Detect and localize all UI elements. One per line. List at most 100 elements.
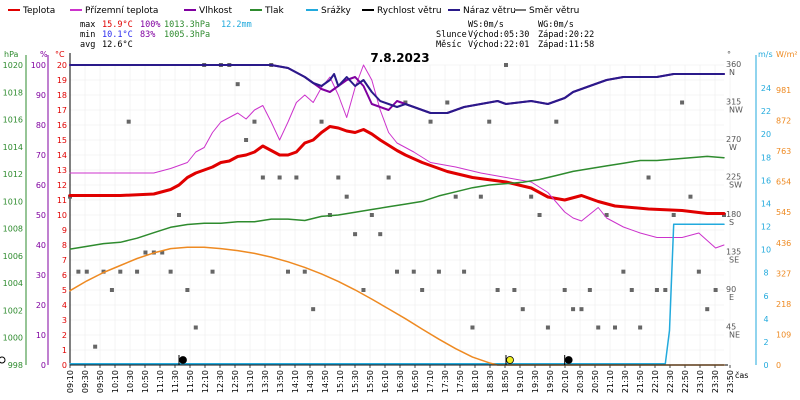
astro-info: WS:0m/s WG:0m/s Slunce Východ:05:30 Zápa…	[436, 20, 594, 50]
wind-direction-point	[336, 175, 341, 180]
x-tick-label: 16:50	[411, 370, 420, 393]
x-tick-label: 11:50	[186, 370, 195, 393]
wind-direction-point	[168, 269, 173, 274]
wind-direction-point	[260, 175, 265, 180]
stats-block: max 15.9°C 100% 1013.3hPa 12.2mm min 10.…	[80, 20, 252, 50]
percent-tick-label: 0	[41, 361, 46, 370]
wind-direction-point	[663, 288, 668, 292]
sun-set: Západ:20:22	[538, 30, 594, 40]
wind-direction-point	[369, 213, 374, 217]
hpa-tick-label: 1012	[3, 170, 23, 179]
wind-direction-point	[487, 119, 492, 124]
x-tick-label: 11:10	[156, 370, 165, 393]
wind-direction-point	[646, 175, 651, 180]
x-tick-label: 23:10	[696, 370, 705, 393]
hpa-tick-label: 1006	[3, 252, 23, 261]
x-tick-label: 12:50	[231, 370, 240, 393]
wind-direction-point	[411, 269, 416, 274]
percent-tick-label: 50	[36, 211, 46, 220]
hpa-tick-label: 1018	[3, 88, 23, 97]
wind-direction-point	[235, 82, 240, 87]
wind-direction-point	[680, 100, 685, 105]
percent-axis-unit: %	[40, 50, 48, 59]
wind-direction-point	[579, 307, 584, 312]
percent-tick-label: 90	[36, 91, 46, 100]
ms-tick-label: 6	[763, 292, 768, 301]
x-tick-label: 21:10	[606, 370, 615, 393]
series-line-sr-ky	[69, 223, 725, 365]
celsius-tick-label: 6	[62, 271, 67, 280]
x-tick-label: 14:30	[306, 370, 315, 393]
wind-direction-point	[504, 63, 508, 67]
direction-tick-deg: 315	[726, 98, 741, 107]
x-tick-label: 16:30	[396, 370, 405, 393]
wind-direction-point	[629, 288, 634, 292]
legend-label: Srážky	[321, 6, 352, 16]
chart-title: 7.8.2023	[370, 51, 429, 65]
wind-direction-point	[93, 344, 98, 349]
legend-label: Přízemní teplota	[85, 6, 158, 16]
stats-min-temp: 10.1°C	[102, 30, 133, 40]
axes: hPa9981000100210041006100810101012101410…	[3, 50, 798, 393]
x-tick-label: 14:10	[291, 370, 300, 393]
wind-direction-point	[109, 288, 114, 292]
wind-direction-point	[621, 269, 626, 274]
wind-direction-point	[135, 269, 140, 274]
x-tick-label: 23:50	[726, 370, 735, 393]
wind-direction-point	[160, 250, 165, 255]
direction-tick-deg: 90	[726, 285, 736, 294]
percent-tick-label: 20	[36, 301, 46, 310]
celsius-tick-label: 0	[62, 361, 67, 370]
hpa-axis-unit: hPa	[4, 50, 19, 59]
series-line-n-raz-v-tru	[69, 64, 725, 114]
wind-direction-point	[126, 119, 131, 124]
wind-direction-point	[101, 269, 106, 274]
wind-direction-point	[361, 288, 366, 292]
x-tick-label: 19:30	[531, 370, 540, 393]
wind-direction-point	[596, 325, 601, 330]
stats-max-temp: 15.9°C	[102, 20, 133, 30]
ms-tick-label: 10	[761, 246, 771, 255]
series-line-teplota	[68, 125, 726, 215]
x-tick-label: 13:30	[261, 370, 270, 393]
wind-direction-point	[277, 175, 282, 180]
wind-direction-point	[587, 288, 592, 292]
series-line-tlak	[69, 155, 725, 250]
x-tick-label: 15:10	[336, 370, 345, 393]
wm2-tick-label: 545	[776, 208, 791, 217]
wind-direction-point	[403, 100, 408, 105]
sun-label: Slunce	[436, 30, 467, 40]
percent-tick-label: 60	[36, 181, 46, 190]
wind-direction-point	[143, 250, 148, 255]
wg-value: WG:0m/s	[538, 20, 574, 30]
stats-min-hum: 83%	[140, 30, 155, 40]
direction-tick-deg: 180	[726, 210, 741, 219]
x-tick-label: 22:50	[681, 370, 690, 393]
direction-tick-name: SE	[729, 256, 739, 265]
legend-label: Teplota	[22, 6, 55, 16]
grid	[69, 64, 731, 366]
x-tick-label: 20:50	[591, 370, 600, 393]
direction-tick-name: E	[729, 293, 734, 302]
stats-max-label: max	[80, 20, 95, 30]
ms-tick-label: 0	[763, 361, 768, 370]
celsius-tick-label: 1	[62, 346, 67, 355]
wind-direction-point	[688, 194, 693, 199]
x-tick-label: 09:30	[81, 370, 90, 393]
celsius-tick-label: 9	[62, 226, 67, 235]
celsius-tick-label: 18	[57, 91, 67, 100]
stats-min-label: min	[80, 30, 95, 40]
legend-label: Tlak	[264, 6, 285, 16]
series-line-p-zemn-teplota	[69, 64, 725, 249]
celsius-tick-label: 15	[57, 136, 67, 145]
wm2-tick-label: 654	[776, 178, 791, 187]
plot-area	[0, 63, 726, 366]
percent-tick-label: 10	[36, 331, 46, 340]
ms-tick-label: 2	[763, 338, 768, 347]
wind-direction-point	[512, 288, 517, 292]
wind-direction-point	[520, 307, 525, 312]
wind-direction-point	[638, 325, 643, 330]
x-tick-label: 12:30	[216, 370, 225, 393]
wind-direction-point	[705, 307, 710, 312]
hpa-tick-label: 1000	[3, 334, 23, 343]
